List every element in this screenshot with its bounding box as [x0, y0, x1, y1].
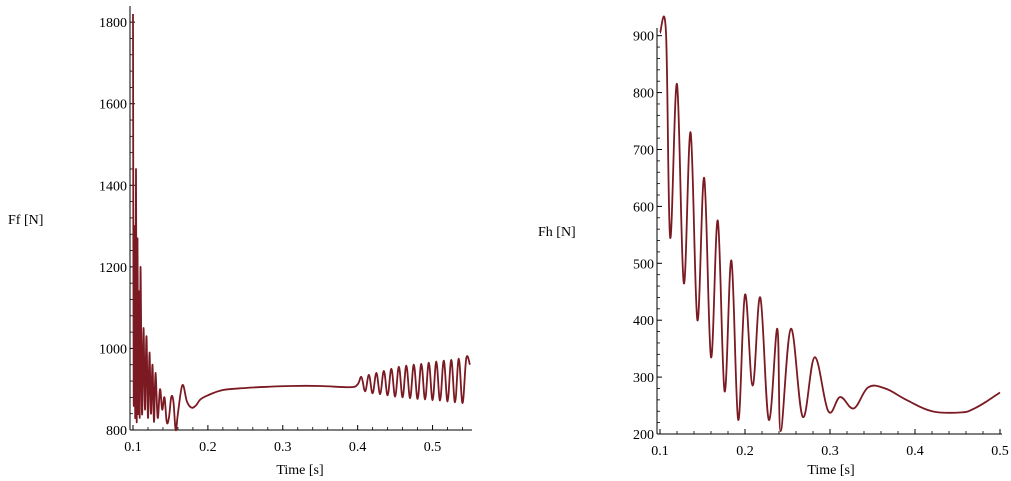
x-tick-label: 0.3 [274, 440, 292, 455]
y-axis-title: Ff [N] [8, 213, 43, 228]
y-tick-label: 300 [633, 371, 654, 386]
y-tick-label: 700 [633, 143, 654, 158]
y-tick-label: 200 [633, 428, 654, 443]
y-tick-label: 400 [633, 314, 654, 329]
x-tick-label: 0.2 [736, 444, 754, 459]
y-tick-label: 1200 [99, 261, 127, 276]
x-tick-label: 0.4 [906, 444, 924, 459]
x-axis-title: Time [s] [807, 463, 854, 478]
y-tick-label: 800 [106, 424, 127, 439]
x-tick-label: 0.3 [821, 444, 839, 459]
x-tick-label: 0.5 [991, 444, 1009, 459]
y-tick-label: 500 [633, 257, 654, 272]
series-line [132, 13, 471, 432]
y-axis-title: Fh [N] [538, 225, 576, 240]
y-tick-label: 900 [633, 30, 654, 45]
y-tick-label: 1400 [99, 179, 127, 194]
right-plot-fh: 200 300 400 500 600 700 800 900 0.1 0.2 0.3 0.4 0.5 F… [538, 15, 1009, 478]
y-tick-label: 1600 [99, 98, 127, 113]
series-line [659, 15, 1001, 433]
x-tick-label: 0.5 [424, 440, 442, 455]
x-tick-label: 0.4 [349, 440, 367, 455]
y-tick-label: 1000 [99, 342, 127, 357]
y-tick-label: 1800 [99, 16, 127, 31]
x-axis-title: Time [s] [276, 463, 323, 478]
x-tick-label: 0.1 [651, 444, 669, 459]
left-plot-ff: 800 1000 1200 1400 1600 1800 0.1 0.2 0.3 0.4 0.5 Ff… [8, 6, 472, 478]
x-tick-label: 0.2 [199, 440, 217, 455]
x-tick-label: 0.1 [124, 440, 142, 455]
y-tick-label: 800 [633, 87, 654, 102]
y-tick-label: 600 [633, 200, 654, 215]
